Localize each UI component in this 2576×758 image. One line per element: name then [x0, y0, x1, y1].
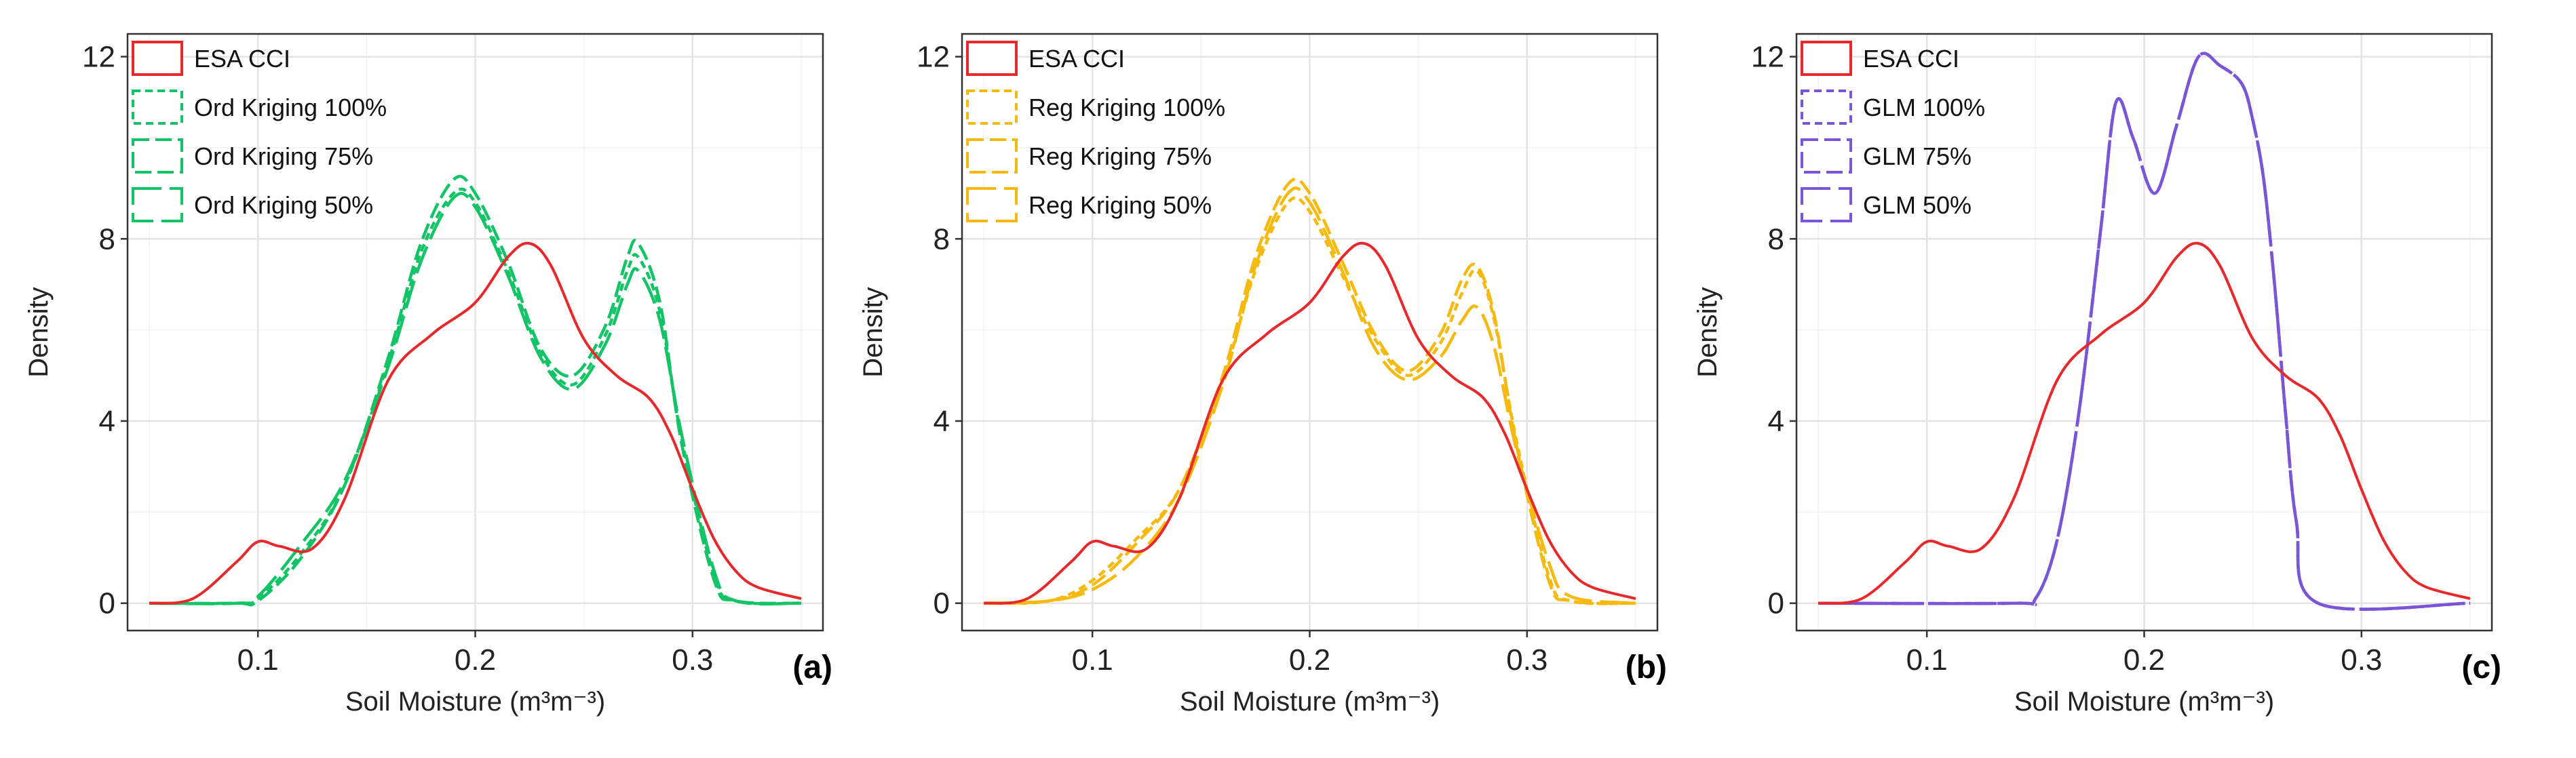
- legend-label: GLM 50%: [1863, 191, 1972, 219]
- legend-label: GLM 75%: [1863, 142, 1972, 170]
- legend-item: Reg Kriging 75%: [966, 138, 1212, 174]
- x-tick-label: 0.3: [1506, 643, 1547, 677]
- legend-label: GLM 100%: [1863, 94, 1985, 121]
- legend-label: Reg Kriging 50%: [1029, 191, 1212, 219]
- legend-item: ESA CCI: [1801, 41, 1959, 76]
- panel-label: (a): [792, 650, 832, 685]
- x-tick-label: 0.1: [237, 643, 279, 677]
- y-tick-label: 8: [934, 222, 950, 256]
- legend-key: [1801, 41, 1852, 76]
- series-line: [149, 174, 802, 607]
- legend-label: Ord Kriging 50%: [194, 191, 373, 219]
- legend-item: ESA CCI: [132, 41, 290, 76]
- x-tick-label: 0.2: [1289, 643, 1330, 677]
- series-line: [983, 241, 1636, 605]
- legend-key: [1801, 187, 1852, 222]
- legend-label: ESA CCI: [194, 45, 290, 73]
- series-line: [1818, 52, 2471, 611]
- legend-key: [132, 41, 183, 76]
- legend: ESA CCI GLM 100% GLM 75% GLM 50%: [1801, 41, 1985, 222]
- x-tick-label: 0.3: [2341, 643, 2382, 677]
- x-tick-label: 0.2: [455, 643, 496, 677]
- y-tick-label: 12: [82, 41, 115, 74]
- legend-item: Reg Kriging 100%: [966, 89, 1225, 125]
- legend-key: [966, 187, 1018, 222]
- x-axis-title: Soil Moisture (m³m⁻³): [2014, 687, 2274, 717]
- y-tick-label: 0: [99, 587, 115, 620]
- legend-label: ESA CCI: [1863, 45, 1959, 73]
- x-axis-title: Soil Moisture (m³m⁻³): [1180, 687, 1440, 717]
- legend-key: [132, 89, 183, 125]
- legend-item: GLM 75%: [1801, 138, 1972, 174]
- legend-label: ESA CCI: [1029, 45, 1125, 73]
- legend-key: [966, 41, 1018, 76]
- panel-b: 0 4 8 12 0.1 0.2 0.3 Soil Moisture (m³m⁻³) Densi…: [858, 33, 1667, 717]
- series-line: [149, 241, 802, 605]
- y-tick-label: 12: [1751, 41, 1784, 74]
- panel-c: 0 4 8 12 0.1 0.2 0.3 Soil Moisture (m³m⁻³) Densi…: [1693, 33, 2501, 717]
- series-line: [1818, 241, 2471, 605]
- series-line: [983, 186, 1636, 605]
- y-tick-label: 8: [99, 222, 115, 256]
- legend-key: [966, 89, 1018, 125]
- y-axis-title: Density: [24, 287, 54, 377]
- legend-label: Ord Kriging 75%: [194, 142, 373, 170]
- y-tick-label: 0: [1768, 587, 1784, 620]
- legend-item: Ord Kriging 100%: [132, 89, 387, 125]
- legend-item: ESA CCI: [966, 41, 1125, 76]
- legend-key: [1801, 89, 1852, 125]
- legend-item: GLM 50%: [1801, 187, 1972, 222]
- legend: ESA CCI Ord Kriging 100% Ord Kriging 75% Or…: [132, 41, 387, 222]
- legend-item: Ord Kriging 75%: [132, 138, 373, 174]
- legend-label: Reg Kriging 100%: [1029, 94, 1225, 121]
- y-tick-label: 4: [1768, 405, 1784, 438]
- series-line: [149, 191, 802, 605]
- legend-label: Reg Kriging 75%: [1029, 142, 1212, 170]
- legend-key: [132, 187, 183, 222]
- y-tick-label: 8: [1768, 222, 1784, 256]
- legend-item: GLM 100%: [1801, 89, 1985, 125]
- y-tick-label: 4: [99, 405, 115, 438]
- x-tick-label: 0.1: [1072, 643, 1113, 677]
- x-tick-label: 0.3: [672, 643, 713, 677]
- x-tick-label: 0.2: [2123, 643, 2165, 677]
- panel-a: 0 4 8 12 0.1 0.2 0.3 Soil Moisture (m³m⁻³) Densi…: [24, 33, 832, 717]
- x-tick-label: 0.1: [1906, 643, 1948, 677]
- panel-label: (b): [1626, 650, 1667, 685]
- y-axis-title: Density: [1693, 287, 1723, 377]
- y-axis-title: Density: [858, 287, 888, 377]
- legend-item: Reg Kriging 50%: [966, 187, 1212, 222]
- legend: ESA CCI Reg Kriging 100% Reg Kriging 75% Re…: [966, 41, 1225, 222]
- legend-label: Ord Kriging 100%: [194, 94, 387, 121]
- panel-label: (c): [2461, 650, 2501, 685]
- y-tick-label: 12: [917, 41, 950, 74]
- y-tick-label: 0: [934, 587, 950, 620]
- y-tick-label: 4: [934, 405, 950, 438]
- x-axis-title: Soil Moisture (m³m⁻³): [345, 687, 605, 717]
- legend-key: [1801, 138, 1852, 174]
- legend-key: [966, 138, 1018, 174]
- legend-key: [132, 138, 183, 174]
- legend-item: Ord Kriging 50%: [132, 187, 373, 222]
